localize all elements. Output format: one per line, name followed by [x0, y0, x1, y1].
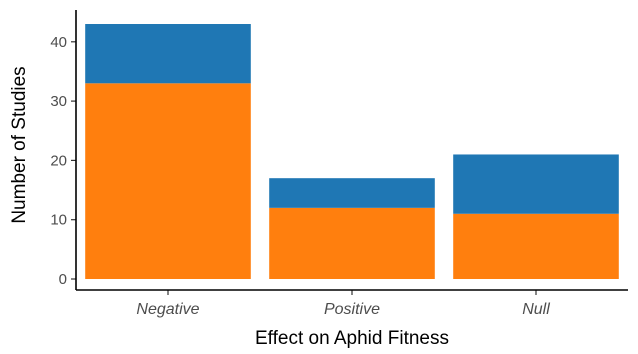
x-tick-label-positive: Positive [324, 301, 380, 318]
y-axis-title: Number of Studies [9, 66, 30, 223]
x-axis-ticks: Negative Positive Null [136, 290, 550, 318]
bar-negative-segment-2 [85, 24, 251, 84]
y-tick-label: 40 [50, 34, 67, 51]
y-tick-label: 30 [50, 93, 67, 110]
y-tick-label: 20 [50, 152, 67, 169]
x-tick-label-null: Null [522, 301, 550, 318]
bar-null-segment-2 [453, 154, 619, 214]
y-tick-label: 0 [59, 271, 67, 288]
y-tick-label: 10 [50, 212, 67, 229]
bar-negative-segment-1 [85, 83, 251, 279]
x-axis-title: Effect on Aphid Fitness [255, 328, 449, 349]
bar-positive-segment-2 [269, 178, 435, 208]
bar-null-segment-1 [453, 213, 619, 279]
bar-positive-segment-1 [269, 207, 435, 279]
x-tick-label-negative: Negative [136, 301, 199, 318]
y-axis-ticks: 0 10 20 30 40 [50, 34, 76, 288]
bars-group [85, 24, 619, 279]
